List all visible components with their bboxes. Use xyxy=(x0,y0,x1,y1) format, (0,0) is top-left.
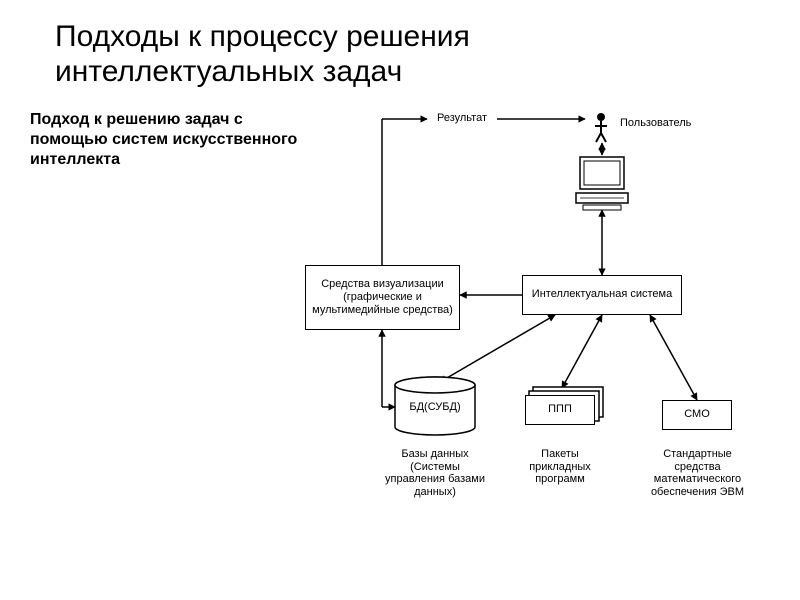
smo-short-label: СМО xyxy=(684,408,710,421)
user-icon xyxy=(595,113,607,142)
viz-box: Средства визуализации (графические и мул… xyxy=(305,265,460,330)
user-label: Пользователь xyxy=(620,117,710,130)
is-box-label: Интеллектуальная система xyxy=(532,288,672,301)
ppp-long-label: Пакеты прикладных программ xyxy=(512,448,608,486)
computer-icon xyxy=(576,157,628,210)
smo-long-label: Стандартные средства математического обе… xyxy=(640,448,755,499)
db-short-label: БД(СУБД) xyxy=(395,401,475,414)
is-box: Интеллектуальная система xyxy=(522,275,682,315)
db-long-label: Базы данных (Системы управления базами д… xyxy=(380,448,490,499)
smo-box: СМО xyxy=(662,400,732,430)
ppp-short-label: ППП xyxy=(548,403,572,416)
viz-box-label: Средства визуализации (графические и мул… xyxy=(310,278,455,318)
ppp-box: ППП xyxy=(525,395,595,425)
result-label: Результат xyxy=(427,112,497,125)
